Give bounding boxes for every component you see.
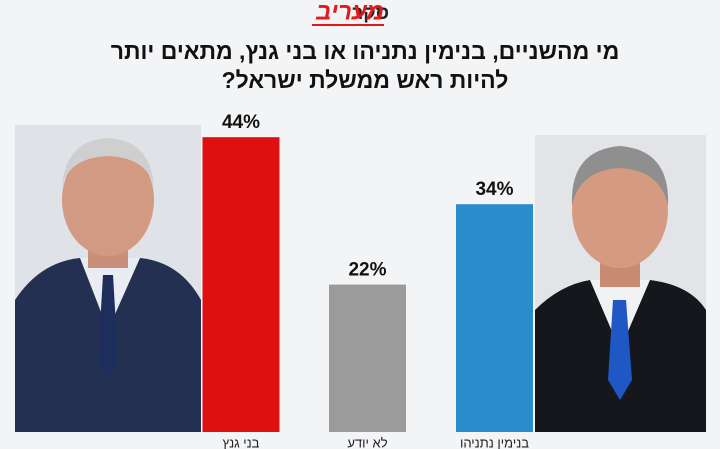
brand-name: מעריב	[315, 0, 384, 25]
photo-right	[535, 135, 706, 432]
bar	[202, 137, 280, 432]
category-label: בנימין נתניהו	[460, 435, 529, 449]
chart-title: להיות ראש ממשלת ישראל?	[222, 67, 509, 93]
value-label: 34%	[475, 179, 513, 200]
chart-title: מי מהשניים, בנימין נתניהו או בני גנץ, מת…	[111, 38, 620, 64]
photo-left	[15, 125, 201, 432]
bar	[329, 284, 406, 432]
value-label: 22%	[348, 260, 386, 281]
category-label: בני גנץ	[223, 435, 260, 449]
bar	[456, 204, 533, 432]
brand-label: סקר	[352, 3, 389, 24]
category-label: לא יודע	[347, 435, 387, 449]
value-label: 44%	[222, 112, 260, 133]
